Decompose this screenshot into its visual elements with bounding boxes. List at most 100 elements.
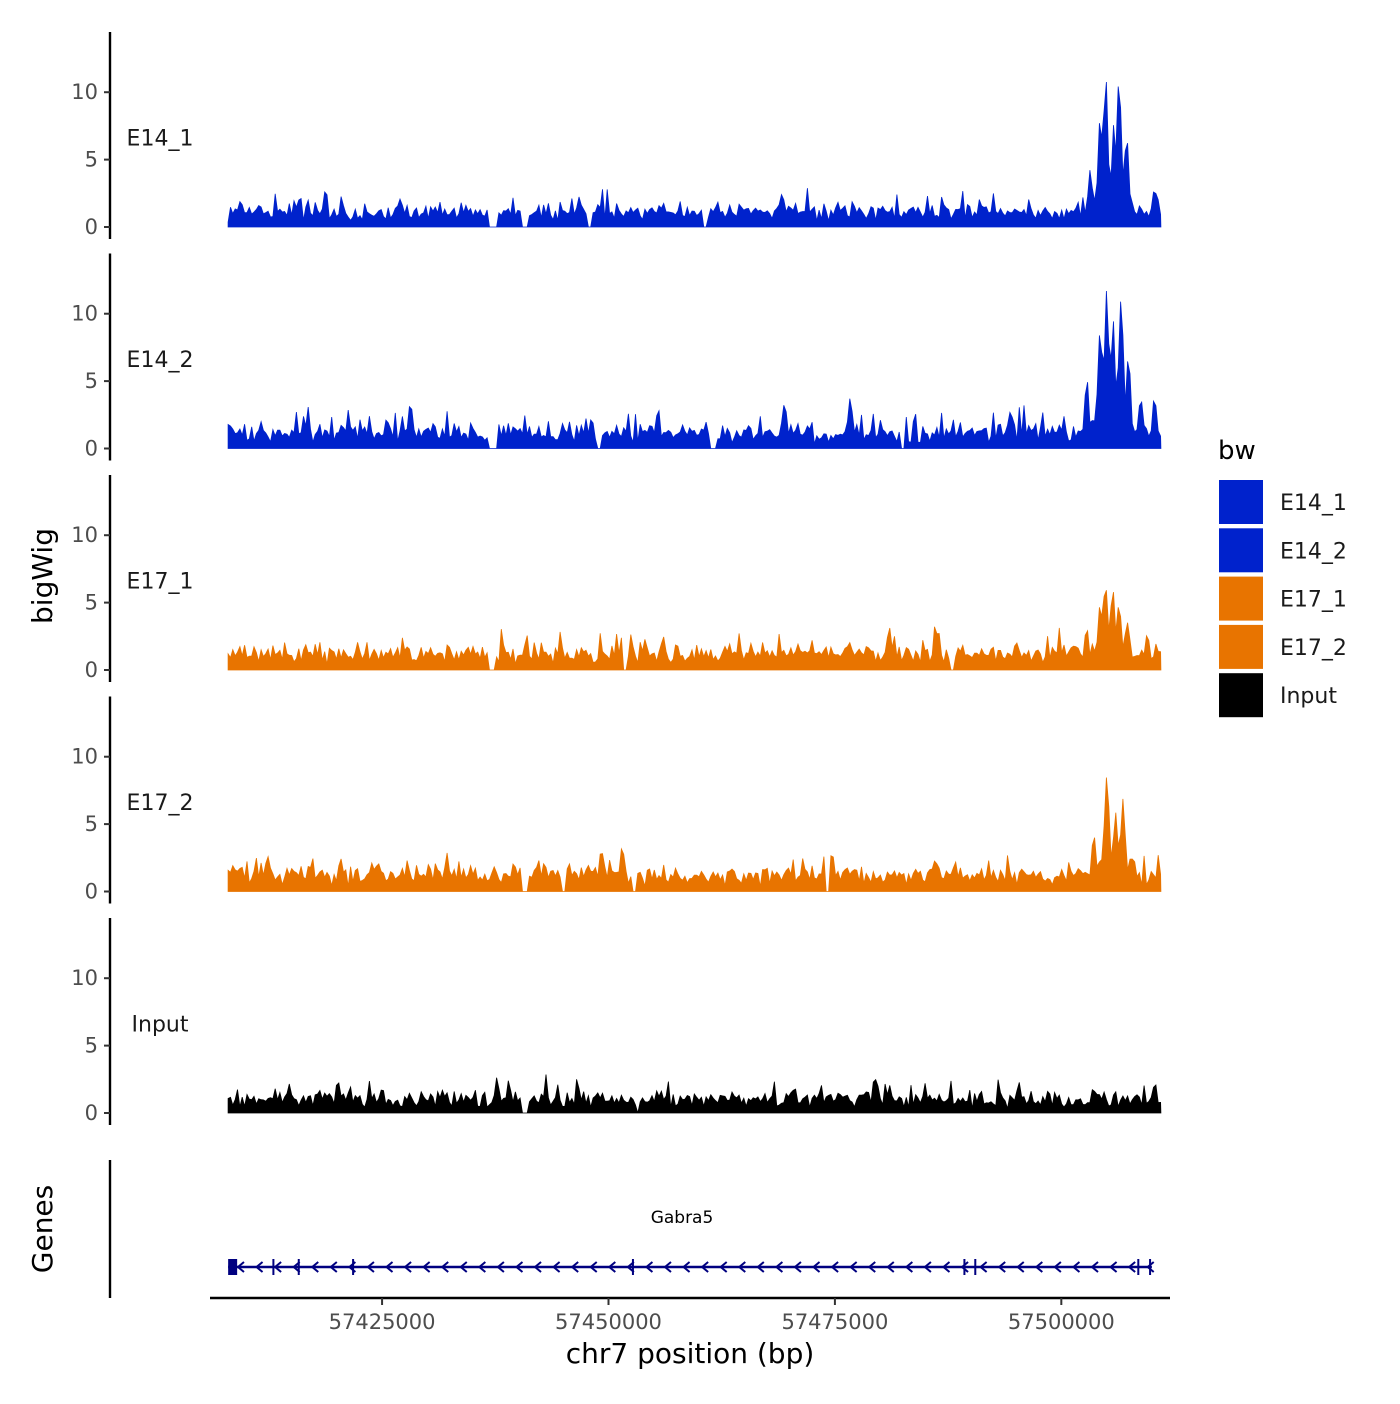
legend-label-Input: Input: [1280, 684, 1337, 709]
gene-strand-arrow: [440, 1261, 449, 1273]
gene-strand-arrow: [422, 1261, 431, 1273]
track-label-E14_1: E14_1: [127, 127, 194, 152]
gene-label: Gabra5: [651, 1208, 714, 1228]
gene-exon: [963, 1259, 966, 1275]
gene-strand-arrow: [403, 1261, 412, 1273]
gene-exon: [1149, 1259, 1152, 1275]
gene-strand-arrow: [997, 1261, 1006, 1273]
gene-strand-arrow: [514, 1261, 524, 1273]
signal-area-E17_2: [227, 777, 1162, 892]
gene-strand-arrow: [756, 1261, 765, 1273]
y-tick-label-E14_2-5: 5: [85, 369, 98, 393]
y-tick-label-E14_1-5: 5: [85, 148, 98, 172]
gene-strand-arrow: [793, 1261, 802, 1273]
gene-strand-arrow: [774, 1261, 784, 1273]
gene-strand-arrows: [236, 1261, 1155, 1273]
y-tick-label-E17_1-0: 0: [85, 658, 98, 682]
gene-strand-arrow: [979, 1261, 988, 1273]
gene-strand-arrow: [459, 1261, 468, 1273]
legend-swatch-Input: [1219, 673, 1263, 718]
gene-strand-arrow: [849, 1261, 858, 1273]
gene-strand-arrow: [923, 1261, 932, 1273]
gene-track: Gabra5: [108, 1160, 1155, 1298]
gene-exon: [631, 1259, 634, 1275]
x-tick-label-57500000: 57500000: [1008, 1310, 1115, 1334]
gene-strand-arrow: [830, 1261, 839, 1273]
x-axis-title: chr7 position (bp): [566, 1337, 815, 1370]
gene-exon: [352, 1259, 355, 1275]
gene-strand-arrow: [1146, 1261, 1155, 1273]
track-panel-Input: 0 5 10 Input: [71, 918, 1162, 1125]
gene-strand-arrow: [941, 1261, 951, 1273]
gene-strand-arrow: [644, 1261, 654, 1273]
gene-strand-arrow: [254, 1261, 264, 1273]
x-tick-label-57450000: 57450000: [555, 1310, 662, 1334]
gene-exon: [297, 1259, 300, 1275]
gene-strand-arrow: [1053, 1261, 1062, 1273]
y-tick-label-E17_1-10: 10: [71, 523, 98, 547]
gene-strand-arrow: [811, 1261, 821, 1273]
gene-strand-arrow: [273, 1261, 282, 1273]
y-tick-label-E17_2-10: 10: [71, 745, 98, 769]
track-label-E17_1: E17_1: [127, 570, 194, 595]
gene-strand-arrow: [1127, 1261, 1136, 1273]
gene-strand-arrow: [384, 1261, 394, 1273]
legend-label-E17_2: E17_2: [1280, 636, 1347, 661]
track-panel-E17_1: 0 5 10 E17_1: [71, 475, 1162, 682]
track-panels: 0 5 10 E14_1 0 5 10 E14_2 0 5 10 E17_1 0 5 10 E17_2 0 5 10…: [71, 32, 1162, 1125]
gene-strand-arrow: [1109, 1261, 1118, 1273]
x-axis: 57425000 57450000 57475000 57500000 chr7 po…: [210, 1296, 1170, 1370]
y-tick-label-Input-0: 0: [85, 1101, 98, 1125]
y-tick-label-Input-10: 10: [71, 966, 98, 990]
y-tick-label-E14_1-0: 0: [85, 215, 98, 239]
gene-strand-arrow: [607, 1261, 616, 1273]
gene-exon: [272, 1259, 275, 1275]
legend-swatch-E14_2: [1219, 528, 1263, 573]
y-tick-label-E17_2-0: 0: [85, 880, 98, 904]
gene-strand-arrow: [1016, 1261, 1025, 1273]
x-tick-label-57425000: 57425000: [329, 1310, 436, 1334]
track-label-Input: Input: [132, 1013, 189, 1038]
gene-strand-arrow: [867, 1261, 876, 1273]
x-tick-label-57475000: 57475000: [781, 1310, 888, 1334]
gene-strand-arrow: [737, 1261, 746, 1273]
gene-strand-arrow: [570, 1261, 579, 1273]
gene-strand-arrow: [366, 1261, 375, 1273]
gene-exon: [974, 1259, 977, 1275]
track-label-E17_2: E17_2: [127, 791, 194, 816]
gene-strand-arrow: [700, 1261, 709, 1273]
signal-area-E17_1: [227, 590, 1162, 671]
track-panel-E14_2: 0 5 10 E14_2: [71, 253, 1162, 461]
gene-strand-arrow: [1090, 1261, 1099, 1273]
gene-strand-arrow: [960, 1261, 969, 1273]
gene-exon: [228, 1259, 238, 1275]
y-tick-label-E14_2-0: 0: [85, 437, 98, 461]
y-tick-label-E14_2-10: 10: [71, 302, 98, 326]
gene-strand-arrow: [1071, 1261, 1081, 1273]
gene-exon: [1137, 1259, 1140, 1275]
y-tick-label-E17_2-5: 5: [85, 812, 98, 836]
gene-strand-arrow: [719, 1261, 728, 1273]
gene-strand-arrow: [236, 1261, 245, 1273]
track-label-E14_2: E14_2: [127, 348, 194, 373]
gene-strand-arrow: [477, 1261, 486, 1273]
legend-swatch-E17_2: [1219, 624, 1263, 669]
gene-strand-arrow: [310, 1261, 319, 1273]
legend: bw E14_1 E14_2 E17_1 E17_2 Input: [1218, 436, 1347, 718]
legend-label-E14_2: E14_2: [1280, 539, 1347, 564]
legend-swatch-E17_1: [1219, 576, 1263, 621]
legend-title: bw: [1218, 436, 1256, 466]
gene-strand-arrow: [533, 1261, 542, 1273]
signal-area-E14_1: [227, 81, 1162, 228]
gene-strand-arrow: [329, 1261, 338, 1273]
gene-strand-arrow: [1034, 1261, 1043, 1273]
gene-track-title: Genes: [26, 1185, 59, 1273]
gene-strand-arrow: [626, 1261, 635, 1273]
legend-swatch-E14_1: [1219, 480, 1263, 524]
legend-label-E14_1: E14_1: [1280, 491, 1347, 516]
gene-exons: [228, 1259, 1152, 1275]
gene-strand-arrow: [663, 1261, 672, 1273]
signal-area-Input: [227, 1074, 1162, 1114]
